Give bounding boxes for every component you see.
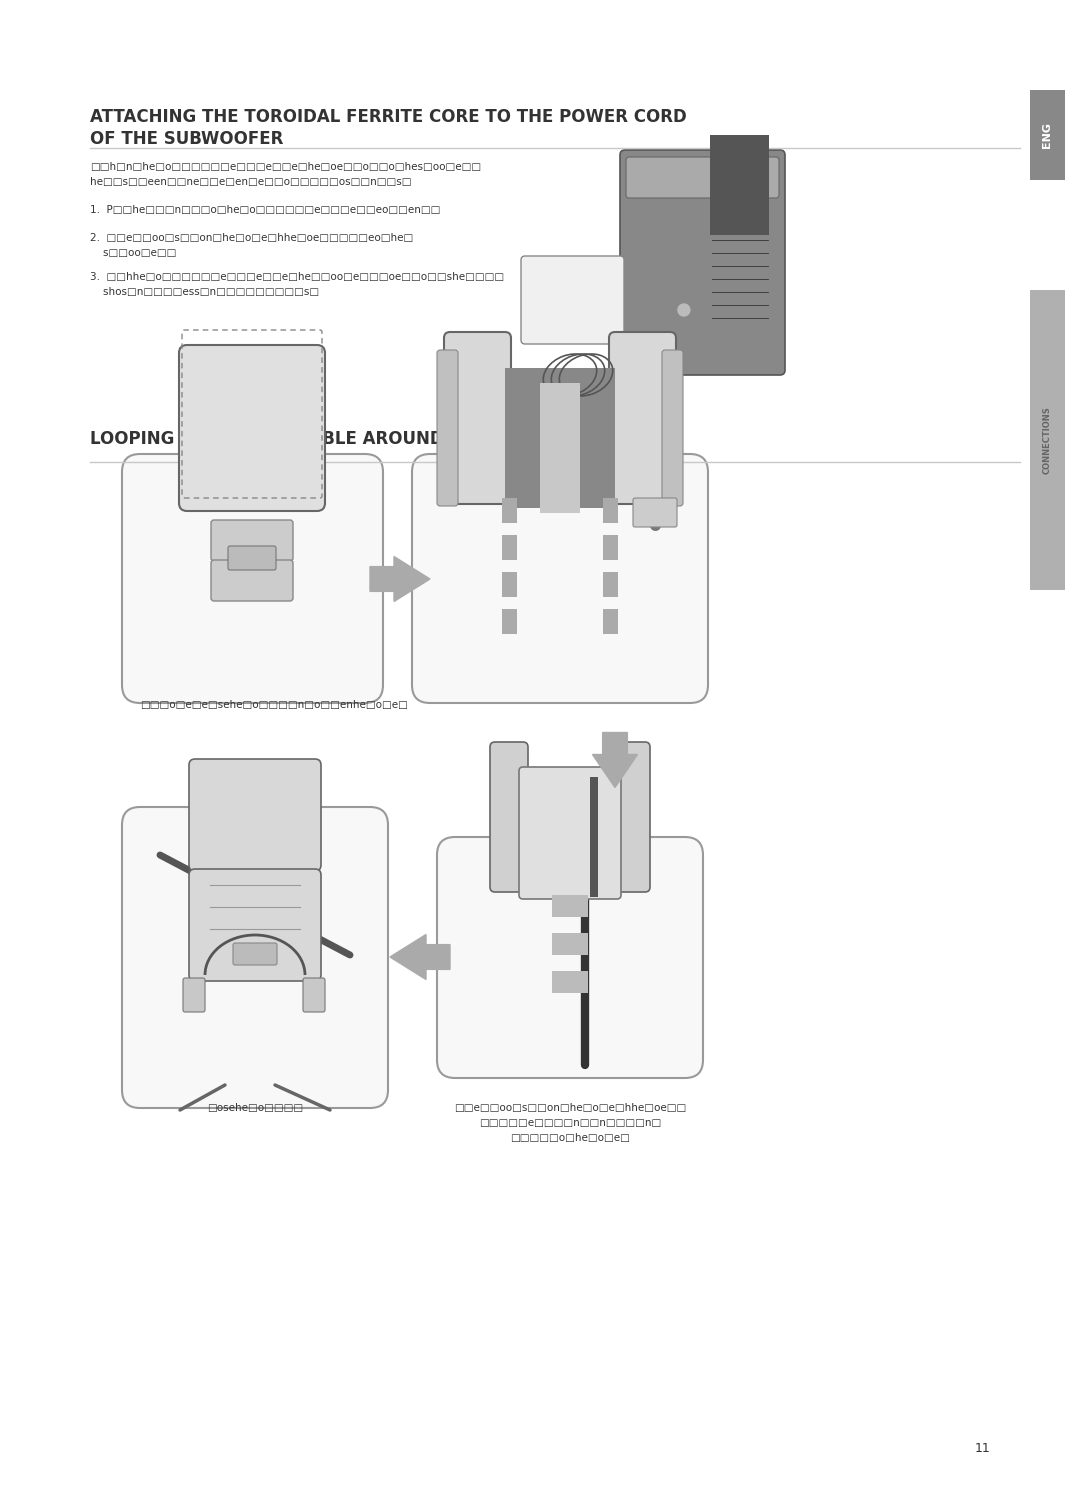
Circle shape: [678, 304, 690, 315]
Bar: [502, 498, 517, 522]
Bar: [552, 894, 588, 917]
Text: 11: 11: [974, 1442, 990, 1455]
FancyBboxPatch shape: [620, 150, 785, 375]
Bar: [603, 609, 618, 634]
Polygon shape: [390, 934, 450, 979]
Bar: [552, 933, 588, 955]
Polygon shape: [370, 557, 430, 601]
FancyBboxPatch shape: [189, 759, 321, 870]
Bar: [552, 972, 588, 992]
FancyBboxPatch shape: [211, 559, 293, 601]
FancyBboxPatch shape: [662, 350, 683, 506]
FancyBboxPatch shape: [444, 332, 511, 504]
Text: □osehe□o□□□□: □osehe□o□□□□: [207, 1103, 303, 1113]
FancyBboxPatch shape: [411, 454, 708, 702]
Text: 1.  P□□he□□□n□□□o□he□o□□□□□□e□□□e□□eo□□en□□: 1. P□□he□□□n□□□o□he□o□□□□□□e□□□e□□eo□□en…: [90, 205, 441, 214]
FancyBboxPatch shape: [609, 332, 676, 504]
FancyBboxPatch shape: [189, 869, 321, 981]
FancyBboxPatch shape: [490, 743, 528, 891]
FancyBboxPatch shape: [519, 766, 621, 899]
FancyBboxPatch shape: [437, 350, 458, 506]
FancyBboxPatch shape: [437, 836, 703, 1077]
Bar: [603, 571, 618, 597]
FancyBboxPatch shape: [626, 158, 779, 198]
Text: 3.  □□hhe□o□□□□□□e□□□e□□e□he□□oo□e□□□oe□□o□□she□□□□
    shos□n□□□□ess□n□□□□□□□□□: 3. □□hhe□o□□□□□□e□□□e□□e□he□□oo□e□□□oe□□…: [90, 272, 504, 296]
FancyBboxPatch shape: [228, 546, 276, 570]
Text: □□□o□e□e□sehe□o□□□□n□o□□enhe□o□e□: □□□o□e□e□sehe□o□□□□n□o□□enhe□o□e□: [140, 699, 408, 710]
Bar: [1030, 290, 1065, 591]
FancyBboxPatch shape: [521, 256, 624, 344]
Bar: [590, 777, 598, 897]
Bar: [502, 609, 517, 634]
FancyBboxPatch shape: [233, 943, 276, 966]
FancyBboxPatch shape: [122, 454, 383, 702]
FancyBboxPatch shape: [183, 978, 205, 1012]
Bar: [502, 536, 517, 559]
Text: □□e□□oo□s□□on□he□o□e□hhe□oe□□
□□□□□e□□□□n□□n□□□□n□
□□□□□o□he□o□e□: □□e□□oo□s□□on□he□o□e□hhe□oe□□ □□□□□e□□□□…: [454, 1103, 686, 1143]
Text: □□h□n□he□o□□□□□□e□□□e□□e□he□oe□□o□□o□hes□oo□e□□
he□□s□□een□□ne□□e□en□e□□o□□□□□os: □□h□n□he□o□□□□□□e□□□e□□e□he□oe□□o□□o□hes…: [90, 162, 481, 187]
Text: LOOPING THE POWER CABLE AROUND THE TOROIDAL CORE: LOOPING THE POWER CABLE AROUND THE TOROI…: [90, 430, 644, 448]
Text: CONNECTIONS: CONNECTIONS: [1042, 406, 1052, 473]
Bar: [711, 135, 769, 235]
FancyBboxPatch shape: [122, 806, 388, 1109]
FancyBboxPatch shape: [612, 743, 650, 891]
Bar: [540, 382, 580, 513]
Bar: [603, 536, 618, 559]
Bar: [1030, 89, 1065, 180]
Bar: [505, 368, 615, 507]
Bar: [603, 498, 618, 522]
FancyBboxPatch shape: [211, 519, 293, 561]
Bar: [502, 571, 517, 597]
Text: ATTACHING THE TOROIDAL FERRITE CORE TO THE POWER CORD
OF THE SUBWOOFER: ATTACHING THE TOROIDAL FERRITE CORE TO T…: [90, 109, 687, 149]
FancyBboxPatch shape: [633, 498, 677, 527]
Polygon shape: [593, 732, 637, 787]
Text: ENG: ENG: [1042, 122, 1052, 147]
Text: 2.  □□e□□oo□s□□on□he□o□e□hhe□oe□□□□□eo□he□
    s□□oo□e□□: 2. □□e□□oo□s□□on□he□o□e□hhe□oe□□□□□eo□he…: [90, 234, 414, 257]
FancyBboxPatch shape: [303, 978, 325, 1012]
FancyBboxPatch shape: [179, 345, 325, 510]
